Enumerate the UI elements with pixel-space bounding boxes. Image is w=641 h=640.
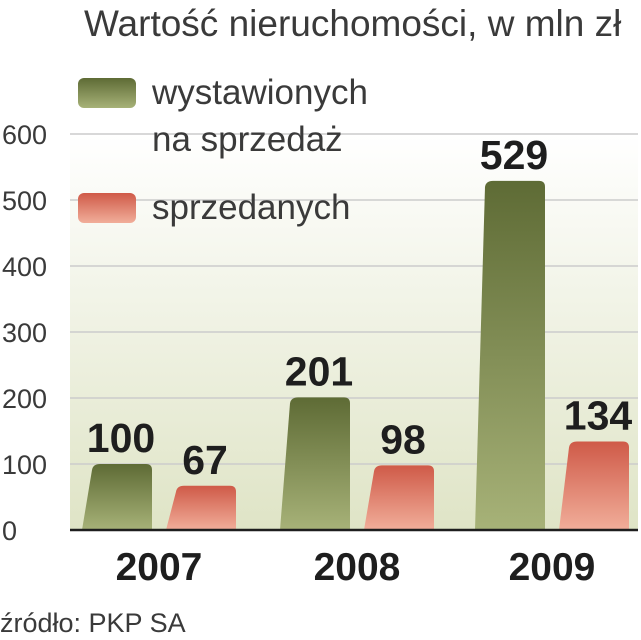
bar-offered-2009 <box>475 180 545 531</box>
x-tick-label-2009: 2009 <box>509 546 596 589</box>
legend-label-offered-line2: na sprzedaż <box>152 120 343 159</box>
legend-label-sold: sprzedanych <box>152 188 350 227</box>
y-tick-label: 500 <box>2 186 47 216</box>
y-tick-label: 300 <box>2 318 47 348</box>
chart-title: Wartość nieruchomości, w mln zł <box>84 3 621 44</box>
y-tick-label: 400 <box>2 252 47 282</box>
x-axis-ticks: 2007 2008 2009 <box>116 546 596 589</box>
y-tick-label: 600 <box>2 120 47 150</box>
legend-label-offered-line1: wystawionych <box>151 73 368 112</box>
data-label-offered-2007: 100 <box>87 415 155 461</box>
bar-sold-2008 <box>364 465 434 530</box>
bars <box>82 180 629 531</box>
data-label-sold-2008: 98 <box>380 416 426 462</box>
bar-sold-2007 <box>166 485 236 530</box>
bar-sold-2009 <box>559 441 629 530</box>
data-labels: 100 67 201 98 529 134 <box>87 132 633 483</box>
y-tick-label: 0 <box>2 516 17 546</box>
y-tick-label: 100 <box>2 450 47 480</box>
data-label-sold-2009: 134 <box>564 393 633 439</box>
data-label-sold-2007: 67 <box>182 437 228 483</box>
data-label-offered-2009: 529 <box>480 132 548 178</box>
bar-offered-2008 <box>280 397 350 530</box>
y-axis-ticks: 0 100 200 300 400 500 600 <box>2 120 47 546</box>
gridlines <box>70 133 638 465</box>
data-label-offered-2008: 201 <box>285 348 353 394</box>
y-tick-label: 200 <box>2 384 47 414</box>
legend-swatch-offered <box>78 78 136 108</box>
x-tick-label-2007: 2007 <box>116 546 203 589</box>
bar-offered-2007 <box>82 464 152 530</box>
legend: wystawionych na sprzedaż sprzedanych <box>78 73 368 227</box>
source-note: źródło: PKP SA <box>0 608 186 638</box>
x-tick-label-2008: 2008 <box>314 546 401 589</box>
legend-swatch-sold <box>78 193 136 223</box>
